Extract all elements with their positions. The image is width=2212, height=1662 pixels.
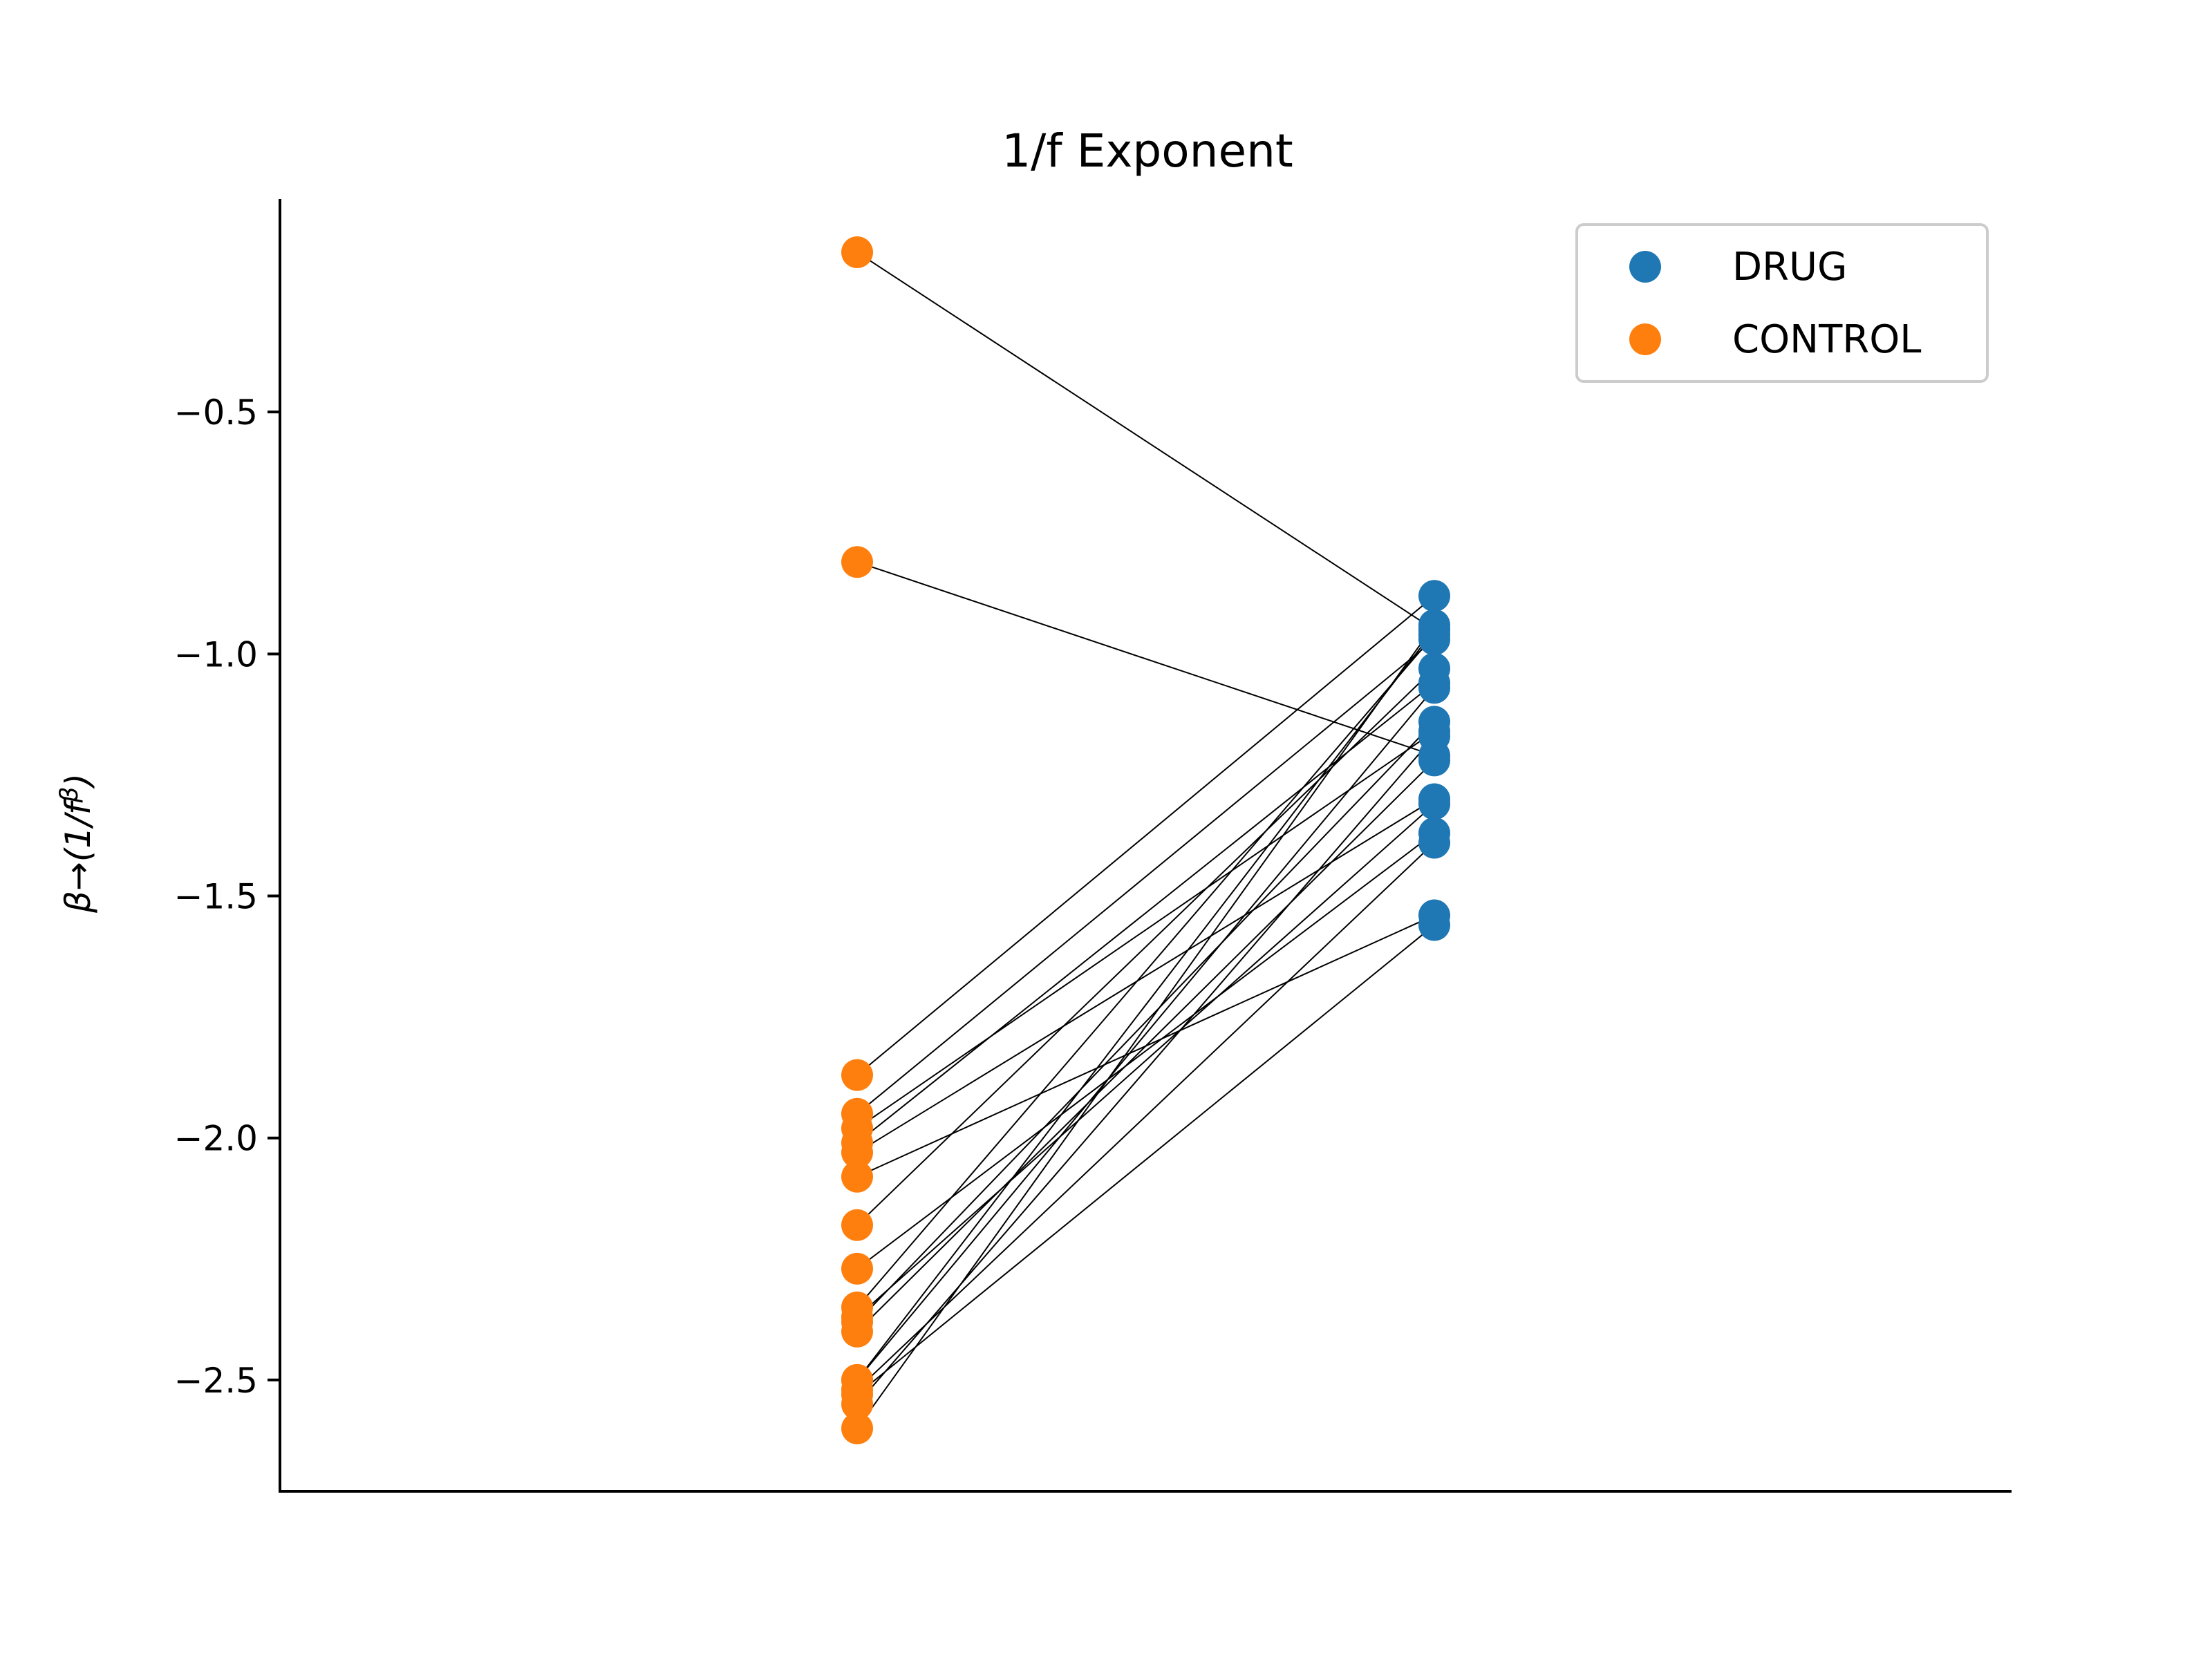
legend-label-drug: DRUG [1732,245,1847,290]
data-point-control [841,1412,873,1444]
y-tick-label: −0.5 [174,393,258,433]
data-point-drug [1418,580,1450,612]
data-point-drug [1418,744,1450,777]
data-point-control [841,1136,873,1169]
data-point-control [841,1252,873,1285]
pair-line [856,924,1435,1395]
y-axis-label: β→(1/fβ) [55,773,98,914]
legend-marker-control [1629,323,1661,355]
data-point-control [841,1363,873,1396]
legend-label-control: CONTROL [1732,317,1921,362]
y-tick-label: −2.5 [174,1361,258,1401]
data-points [841,236,1450,1444]
pair-line [856,624,1435,1429]
pair-line [856,639,1435,1115]
y-axis-label-suffix: ) [58,773,98,790]
data-point-control [841,236,873,269]
data-point-drug [1418,672,1450,704]
pair-line [856,803,1435,1318]
legend: DRUG CONTROL [1575,223,1989,383]
y-tick-label: −1.0 [174,634,258,674]
pair-line [856,721,1435,1323]
pair-line [856,561,1435,757]
pair-line [856,730,1435,1129]
pair-line [856,759,1435,1332]
data-point-control [841,1301,873,1333]
pair-line [856,687,1435,1381]
data-point-drug [1418,788,1450,820]
pair-line [856,634,1435,1308]
pair-line [856,735,1435,1405]
pair-line [856,595,1435,1076]
data-point-control [841,1209,873,1241]
data-point-drug [1418,609,1450,641]
data-point-drug [1418,909,1450,941]
pair-line [856,629,1435,1381]
y-tick-label: −2.0 [174,1119,258,1159]
y-axis-label-text: β→(1/fβ) [55,773,98,914]
data-point-drug [1418,827,1450,859]
data-point-control [841,1160,873,1193]
data-point-control [841,1388,873,1420]
pair-lines [856,252,1435,1429]
chart-title: 1/f Exponent [1002,124,1293,178]
pair-line [856,842,1435,1390]
legend-box [1575,223,1989,383]
y-ticks: −0.5 −1.0 −1.5 −2.0 −2.5 [174,393,280,1401]
legend-marker-drug [1629,251,1661,283]
y-tick-label: −1.5 [174,877,258,917]
data-point-drug [1418,720,1450,753]
pair-line [856,252,1435,631]
data-point-control [841,546,873,578]
data-point-control [841,1059,873,1091]
pair-line [856,798,1435,1153]
pair-line [856,668,1435,1226]
y-axis-label-sup: β [55,786,84,803]
y-axis-label-prefix: β→(1/ [58,811,98,914]
